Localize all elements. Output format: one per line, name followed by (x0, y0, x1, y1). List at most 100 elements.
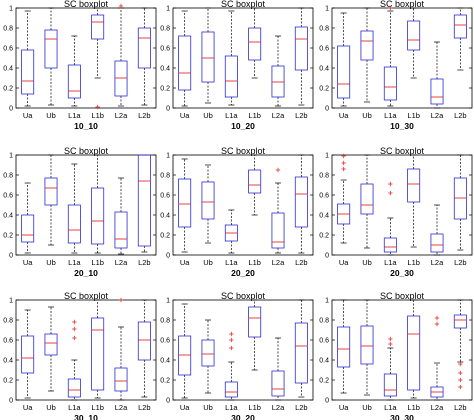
boxplot-panel: SC boxplot 0 0.2 0.4 0.6 0.8 1 Ua Ub L1a L1b L2a L2b… (160, 146, 314, 278)
iqr-box (21, 335, 35, 374)
box-Ub (360, 154, 374, 249)
box-L1a (383, 5, 397, 107)
box-L1a (383, 336, 397, 401)
outlier-marker (388, 341, 393, 347)
box-Ub (44, 7, 58, 106)
box-Ua (337, 12, 351, 107)
category-label: Ua (339, 111, 349, 120)
category-label: Ub (46, 111, 56, 120)
y-tick-label: 0.2 (319, 86, 329, 93)
category-label: L2b (138, 403, 151, 412)
category-label: L1a (384, 111, 397, 120)
iqr-box (383, 373, 397, 397)
boxplot-panel: SC boxplot 0 0.2 0.4 0.6 0.8 1 Ua Ub L1a L1b L2a L2b… (319, 0, 473, 131)
plot-frame (331, 7, 473, 109)
category-label: L2a (115, 403, 128, 412)
iqr-box (137, 27, 151, 69)
panel-title: SC boxplot (64, 291, 109, 301)
category-label: Ub (203, 403, 213, 412)
box-L2a (271, 35, 285, 107)
outlier-marker (275, 167, 281, 173)
y-tick-label: 0 (325, 253, 329, 260)
plot-frame (172, 299, 314, 401)
iqr-box (407, 168, 421, 203)
category-label: Ua (23, 111, 33, 120)
y-tick-label: 0.8 (319, 318, 329, 325)
category-label: L1b (91, 111, 104, 120)
iqr-box (21, 49, 35, 95)
category-label: L1a (384, 258, 397, 267)
box-L1b (407, 154, 421, 248)
y-tick-label: 0.2 (3, 378, 13, 385)
box-L2b (294, 299, 308, 398)
y-tick-label: 1 (9, 153, 13, 160)
box-L2b (453, 7, 467, 71)
y-tick-label: 1 (325, 298, 329, 305)
y-tick-label: 0.2 (319, 233, 329, 240)
plot-frame (172, 7, 314, 109)
y-tick-label: 0 (166, 106, 170, 113)
y-tick-label: 0.2 (319, 378, 329, 385)
box-L2a (430, 315, 444, 401)
box-L1a (383, 181, 397, 256)
outlier-marker (458, 377, 463, 383)
iqr-box (360, 325, 374, 365)
y-tick-label: 0.8 (319, 173, 329, 180)
y-tick-label: 0.4 (160, 213, 170, 220)
y-tick-label: 0.4 (3, 358, 13, 365)
box-L1a (224, 209, 238, 254)
y-tick-label: 0.2 (160, 233, 170, 240)
panel-title: SC boxplot (221, 291, 266, 301)
category-label: L2a (272, 111, 285, 120)
box-L2b (294, 7, 308, 106)
category-label: Ub (46, 403, 56, 412)
box-Ub (44, 154, 58, 246)
category-label: L2b (138, 258, 151, 267)
box-Ub (360, 7, 374, 103)
category-label: L1a (225, 258, 238, 267)
box-L2a (114, 177, 128, 255)
outlier-marker (229, 337, 234, 343)
panel-title: SC boxplot (64, 146, 109, 156)
y-tick-label: 0 (9, 106, 13, 113)
panel-xlabel: 20_30 (390, 268, 414, 278)
box-L2b (294, 154, 308, 254)
y-tick-label: 0.8 (319, 26, 329, 33)
iqr-box (67, 204, 81, 244)
category-label: L2a (115, 258, 128, 267)
category-label: L1a (68, 111, 81, 120)
category-label: L2b (454, 111, 467, 120)
iqr-box (294, 322, 308, 384)
box-Ua (337, 153, 351, 244)
panel-xlabel: 30_10 (74, 413, 98, 420)
box-Ua (337, 299, 351, 394)
box-Ua (178, 158, 192, 253)
y-tick-label: 1 (325, 6, 329, 13)
outlier-marker (388, 336, 393, 342)
iqr-box (337, 45, 351, 99)
y-tick-label: 0.6 (319, 46, 329, 53)
iqr-box (337, 326, 351, 368)
iqr-box (430, 78, 444, 105)
box-L1b (248, 154, 262, 216)
panel-xlabel: 20_20 (231, 268, 255, 278)
panel-xlabel: 10_30 (390, 121, 414, 131)
category-label: L1b (91, 258, 104, 267)
box-L2a (114, 3, 128, 107)
category-label: L2a (115, 111, 128, 120)
category-label: Ub (362, 258, 372, 267)
category-label: L2b (295, 258, 308, 267)
category-label: L1a (384, 403, 397, 412)
box-L2a (114, 297, 128, 401)
category-label: Ub (203, 258, 213, 267)
category-label: L1b (407, 258, 420, 267)
iqr-box (360, 30, 374, 61)
iqr-box (91, 317, 105, 391)
category-label: L1b (91, 403, 104, 412)
iqr-box (178, 35, 192, 91)
category-label: L2a (431, 111, 444, 120)
panel-xlabel: 10_10 (74, 121, 98, 131)
iqr-box (201, 339, 215, 367)
iqr-box (360, 183, 374, 215)
